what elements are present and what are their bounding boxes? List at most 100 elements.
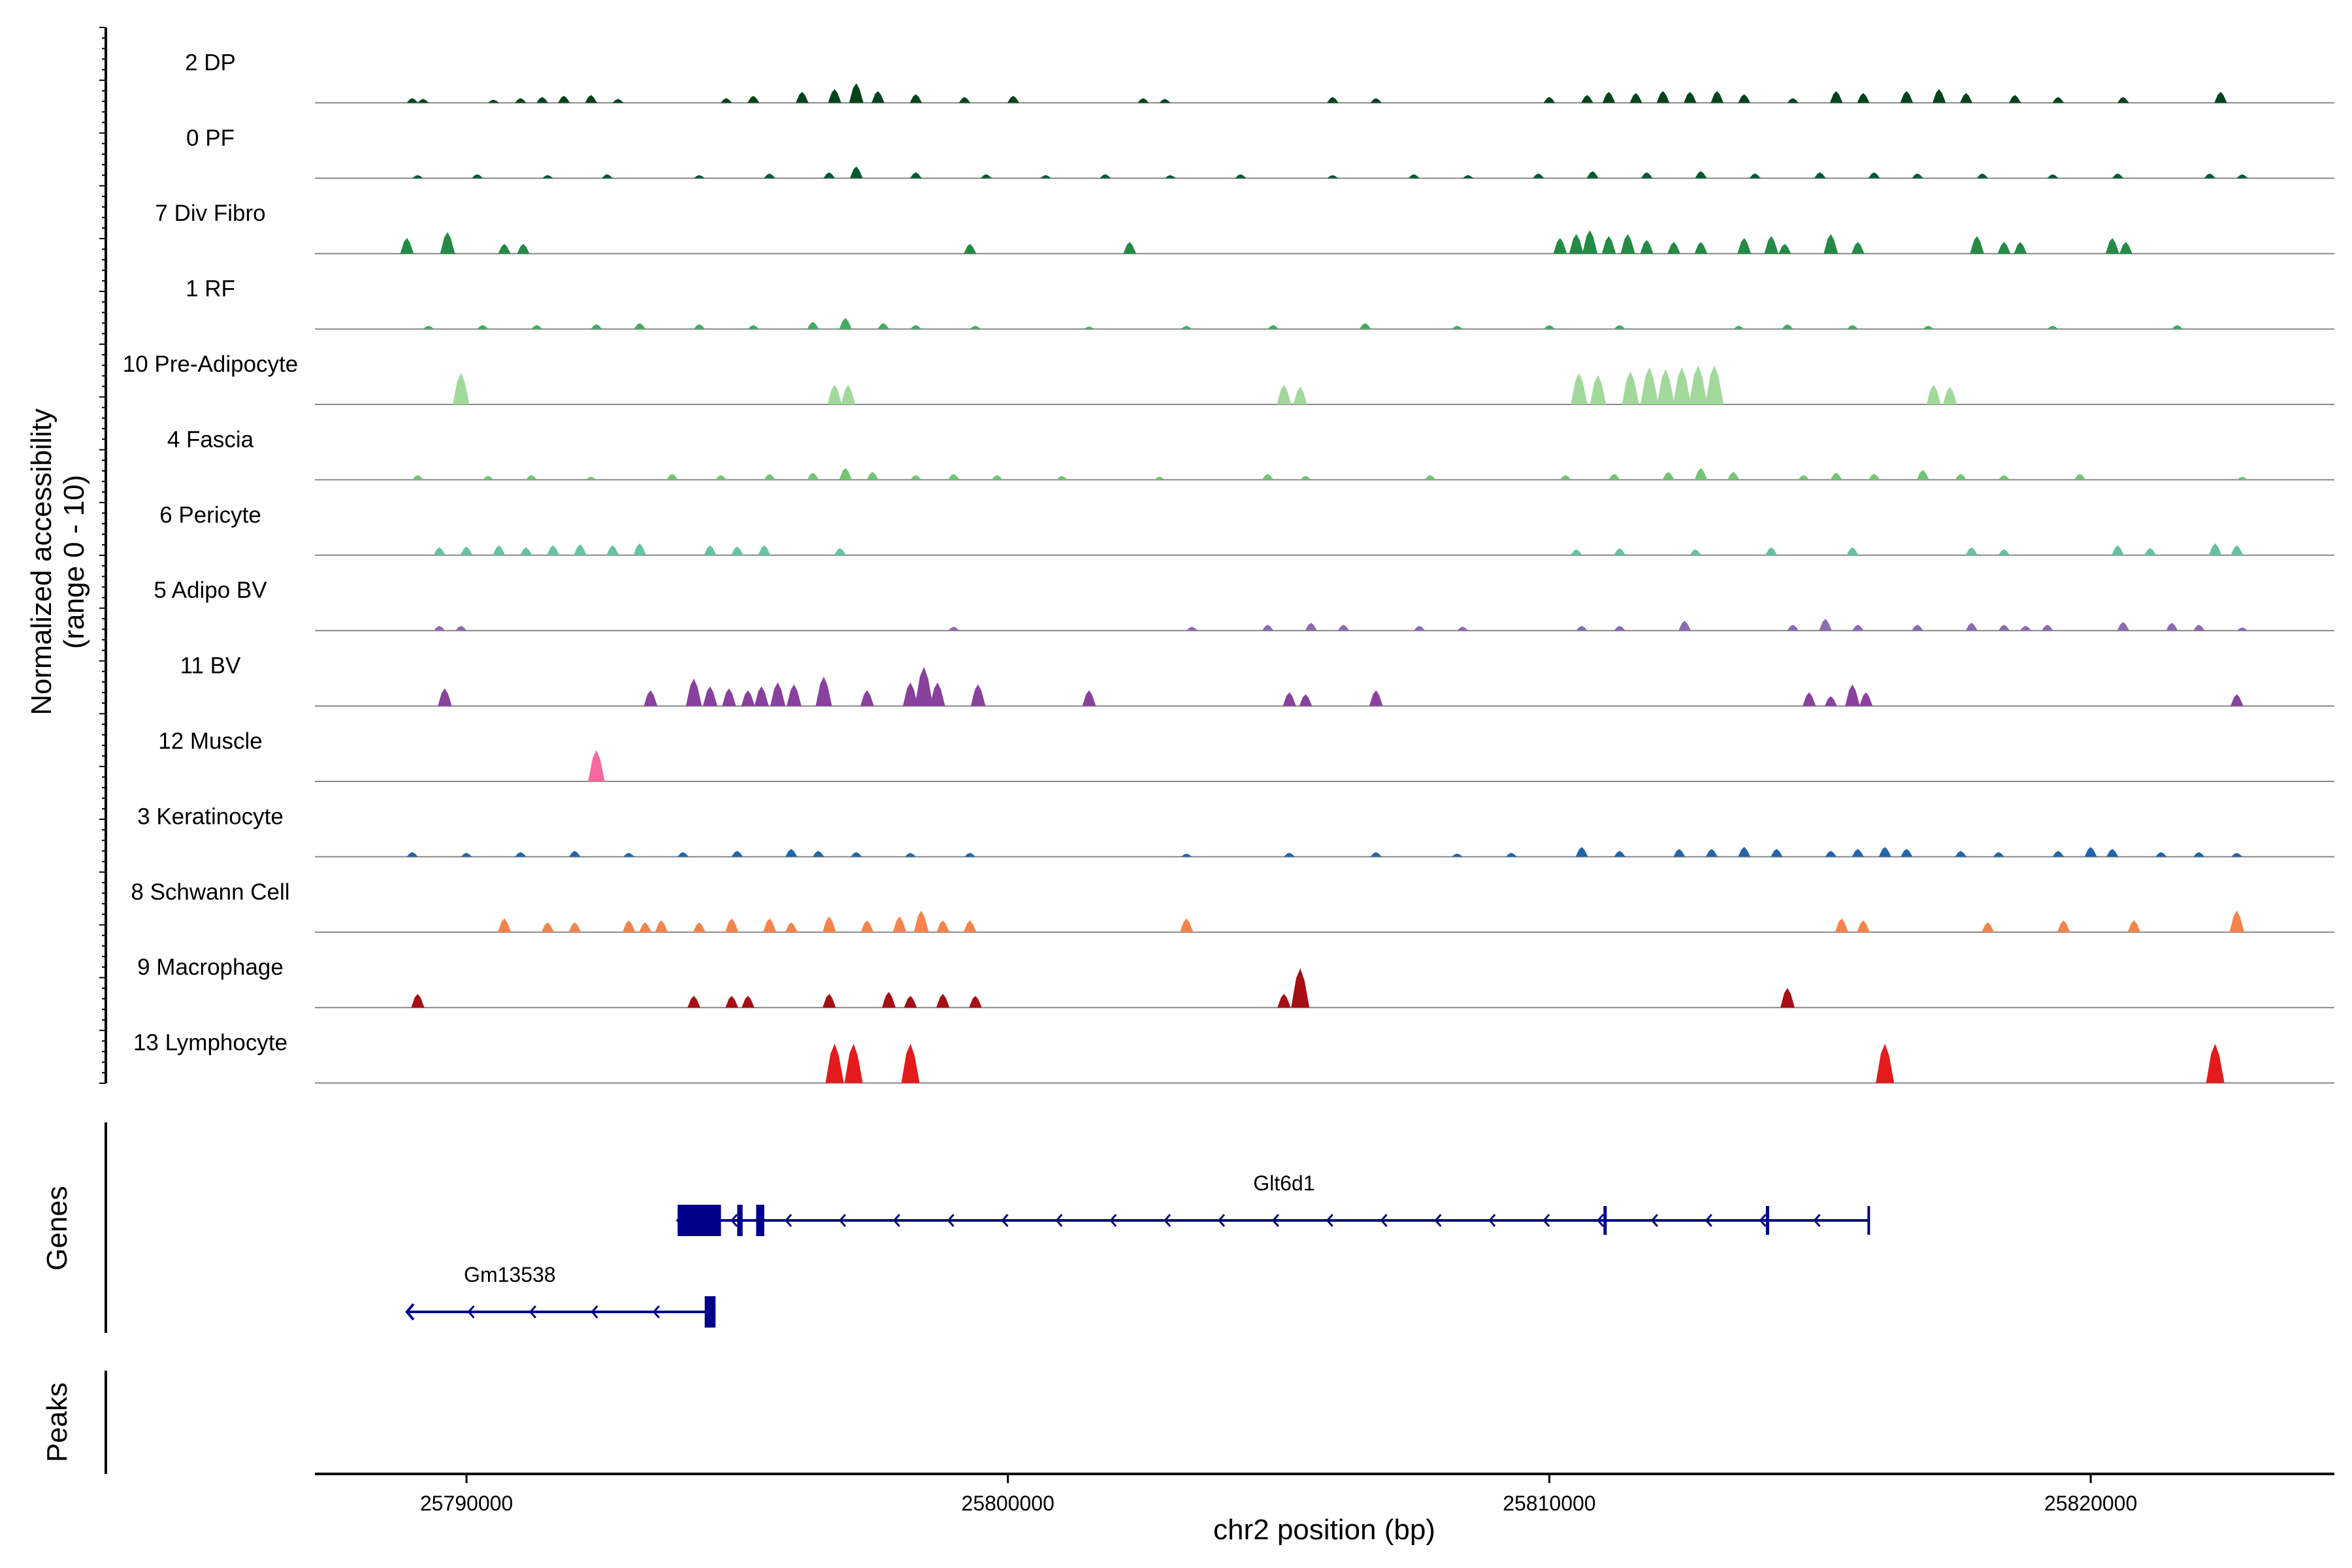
strand-arrow (467, 1305, 475, 1318)
coverage-peak (1327, 97, 1339, 103)
coverage-peak (1673, 849, 1686, 857)
coverage-peak (1824, 696, 1837, 706)
coverage-peak (725, 918, 739, 932)
coverage-peak (440, 232, 455, 254)
coverage-peak (638, 922, 651, 932)
coverage-peak (433, 547, 446, 555)
strand-arrow (1109, 1214, 1117, 1227)
coverage-peak (1878, 847, 1891, 857)
coverage-peak (1327, 175, 1339, 178)
coverage-peak (2008, 95, 2021, 103)
coverage-peak (1814, 172, 1826, 178)
x-axis-tick-label: 25800000 (962, 1492, 1054, 1515)
coverage-peak (1533, 173, 1544, 178)
coverage-peak (2231, 853, 2243, 857)
coverage-peak (807, 472, 819, 480)
coverage-peak (910, 475, 922, 480)
coverage-peak (796, 91, 809, 103)
coverage-peak (1900, 91, 1914, 103)
coverage-peak (1154, 476, 1166, 480)
coverage-peak (1614, 851, 1626, 857)
coverage-peak (677, 852, 689, 857)
coverage-peak (1695, 171, 1707, 178)
coverage-peak (1277, 385, 1292, 404)
track-label: 9 Macrophage (137, 955, 284, 980)
coverage-peak (1780, 988, 1795, 1008)
coverage-peak (1868, 474, 1880, 480)
coverage-peak (1778, 244, 1791, 254)
coverage-peak (1667, 242, 1680, 254)
coverage-peak (1803, 692, 1816, 706)
coverage-peak (2144, 548, 2157, 555)
strand-arrow (1650, 1214, 1658, 1227)
coverage-peak (722, 688, 736, 706)
coverage-peak (2052, 97, 2065, 103)
coverage-peak (823, 994, 836, 1008)
coverage-peak (964, 244, 977, 254)
coverage-peak (1690, 549, 1702, 555)
coverage-peak (2214, 91, 2227, 103)
coverage-peak (2127, 920, 2141, 932)
coverage-peak (1764, 236, 1778, 254)
exon (1765, 1206, 1769, 1235)
coverage-peak (1859, 692, 1873, 706)
coverage-peak (1955, 474, 1967, 480)
coverage-peak (742, 996, 755, 1008)
coverage-peak (423, 325, 434, 329)
coverage-peak (498, 244, 511, 254)
coverage-peak (1181, 325, 1192, 329)
coverage-peak (915, 666, 934, 706)
coverage-peak (841, 385, 856, 404)
coverage-peak (1705, 849, 1718, 857)
coverage-peak (1543, 97, 1556, 103)
coverage-peak (866, 472, 879, 480)
strand-arrow (591, 1305, 598, 1318)
coverage-peak (1582, 230, 1598, 254)
track-2-dp: 2 DP (185, 50, 2334, 104)
coverage-peak (1912, 625, 1923, 631)
coverage-peak (1452, 853, 1463, 857)
coverage-peak (1123, 242, 1136, 254)
track-label: 10 Pre-Adipocyte (123, 351, 298, 377)
coverage-peak (963, 920, 977, 932)
coverage-peak (827, 385, 842, 404)
coverage-peak (892, 916, 907, 932)
coverage-peak (1369, 690, 1383, 706)
coverage-peak (1705, 365, 1724, 404)
coverage-peak (930, 682, 945, 706)
track-label: 4 Fascia (167, 427, 254, 452)
coverage-peak (970, 325, 981, 329)
strand-arrow (529, 1305, 536, 1318)
coverage-peak (991, 475, 1003, 480)
coverage-peak (969, 996, 982, 1008)
coverage-peak (2172, 325, 2183, 329)
coverage-peak (1056, 476, 1068, 480)
coverage-peak (770, 682, 786, 706)
coverage-peak (1614, 626, 1625, 631)
coverage-peak (1684, 91, 1697, 103)
coverage-peak (477, 325, 489, 329)
coverage-peak (1457, 627, 1469, 631)
coverage-peak (747, 325, 759, 329)
coverage-peak (406, 98, 418, 103)
coverage-peak (1846, 547, 1859, 555)
coverage-peak (1845, 684, 1860, 706)
coverage-peak (787, 684, 802, 706)
coverage-peak (1733, 325, 1744, 329)
coverage-peak (1007, 95, 1020, 103)
coverage-peak (515, 852, 527, 857)
coverage-peak (2204, 173, 2216, 178)
coverage-peak (2019, 626, 2032, 631)
coverage-peak (411, 994, 425, 1008)
track-label: 12 Muscle (158, 728, 263, 754)
coverage-tracks: 2 DP 0 PF 7 Div Fibro 1 RF 10 Pre-Adipocyte 4… (123, 50, 2334, 1084)
coverage-peak (412, 475, 424, 480)
track-label: 7 Div Fibro (155, 201, 265, 226)
coverage-peak (1602, 91, 1616, 103)
coverage-peak (1586, 171, 1599, 178)
coverage-peak (901, 1043, 920, 1083)
coverage-peak (623, 853, 635, 857)
coverage-peak (2236, 476, 2248, 480)
coverage-peak (702, 686, 717, 706)
coverage-peak (693, 324, 706, 329)
